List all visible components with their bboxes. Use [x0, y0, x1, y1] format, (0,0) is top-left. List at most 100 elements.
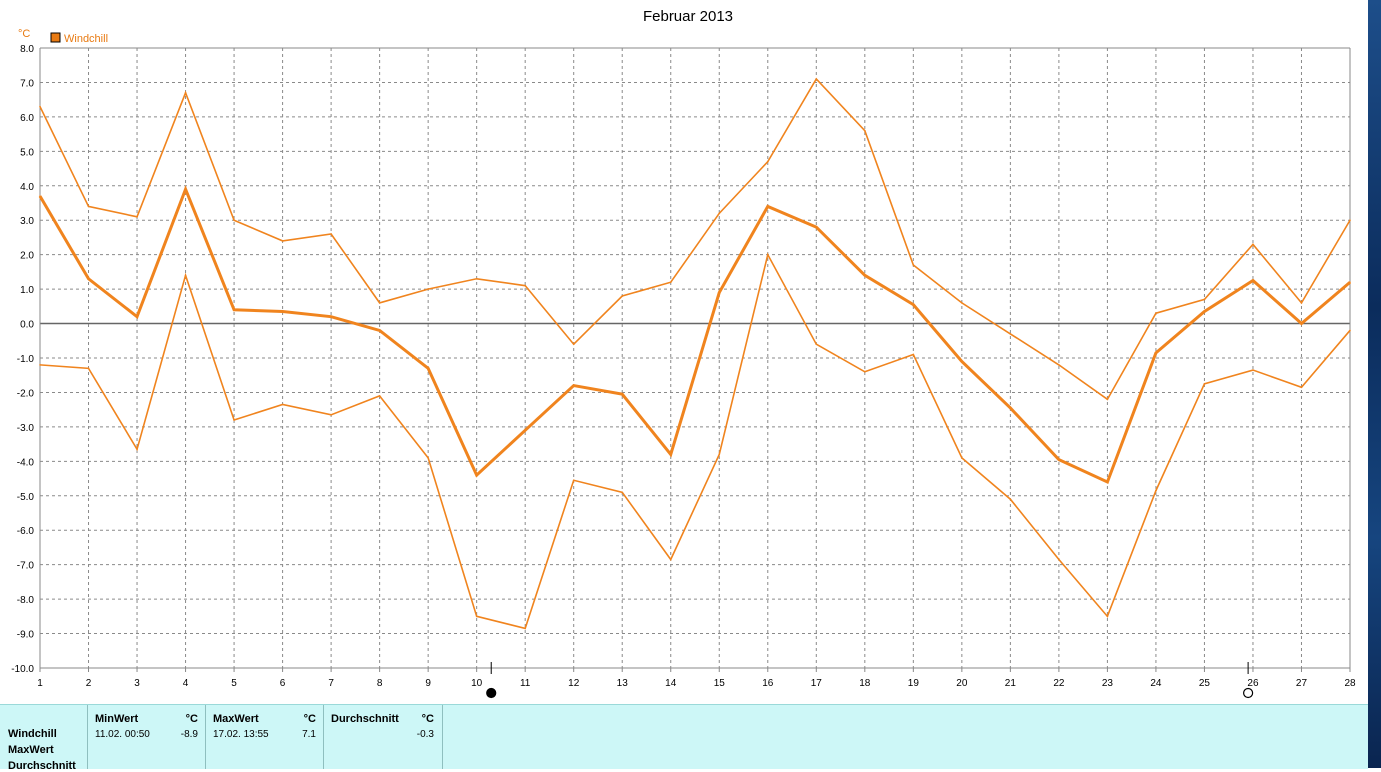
statistics-panel: Windchill MaxWert Durchschnitt MinWert °… [0, 704, 1368, 772]
data-point-max [1155, 312, 1157, 315]
data-point-avg [330, 315, 332, 318]
stats-row-durchschnitt: Durchschnitt [8, 760, 76, 772]
data-point-avg [87, 277, 90, 280]
data-point-max [864, 129, 866, 132]
data-point-avg [1349, 281, 1351, 284]
data-point-avg [136, 315, 138, 318]
data-point-max [87, 205, 90, 208]
data-point-avg [912, 303, 915, 306]
x-tick-label: 1 [37, 678, 43, 689]
x-tick-label: 26 [1247, 678, 1259, 689]
y-tick-label: -1.0 [17, 354, 35, 365]
data-point-min [766, 253, 769, 256]
x-tick-label: 7 [328, 678, 334, 689]
avg-unit: °C [421, 713, 434, 725]
x-axis-ticks: 1 2 3 4 5 6 7 8 9 10 11 12 13 14 15 16 17 18 19 20 21 22 23 24 2… [37, 668, 1356, 689]
data-point-min [961, 457, 963, 459]
data-point-min [1058, 558, 1060, 561]
y-tick-label: 1.0 [20, 285, 34, 296]
y-tick-label: 5.0 [20, 147, 34, 158]
series-line-max [39, 77, 1351, 401]
y-tick-label: 8.0 [20, 44, 34, 55]
data-point-avg [233, 308, 235, 311]
data-point-min [330, 414, 332, 416]
data-point-max [912, 264, 915, 266]
min-header: MinWert [95, 713, 139, 725]
new-moon-icon [486, 687, 497, 699]
x-tick-label: 13 [617, 678, 629, 689]
data-point-min [378, 395, 381, 397]
data-point-max [718, 212, 721, 215]
min-value: -8.9 [180, 729, 198, 740]
data-point-min [621, 491, 624, 494]
data-point-max [281, 240, 284, 242]
x-tick-label: 21 [1005, 678, 1017, 689]
data-point-max [766, 160, 769, 163]
data-point-min [572, 479, 575, 482]
data-point-min [864, 370, 866, 373]
y-axis-ticks: 8.0 7.0 6.0 5.0 4.0 3.0 2.0 1.0 0.0 -1.0 -2.0 -3.0 -… [11, 44, 34, 675]
data-point-min [233, 419, 235, 421]
data-point-avg [718, 291, 721, 294]
data-point-max [669, 281, 672, 284]
data-point-max [475, 277, 478, 280]
data-point-min [815, 343, 818, 346]
x-tick-label: 15 [714, 678, 726, 689]
avg-header: Durchschnitt [331, 713, 399, 725]
y-tick-label: 4.0 [20, 182, 34, 193]
y-tick-label: -7.0 [17, 561, 35, 572]
data-point-min [912, 353, 915, 356]
data-point-max [1349, 219, 1351, 222]
data-point-min [718, 453, 721, 456]
data-point-min [524, 627, 526, 630]
x-tick-label: 27 [1296, 678, 1308, 689]
data-point-max [1058, 364, 1060, 366]
y-tick-label: 3.0 [20, 216, 34, 227]
x-tick-label: 17 [811, 678, 823, 689]
data-point-avg [1203, 310, 1206, 313]
data-point-min [669, 558, 672, 561]
data-point-avg [1009, 407, 1012, 409]
data-point-min [427, 457, 429, 459]
data-point-min [1349, 329, 1351, 332]
data-point-max [572, 343, 575, 346]
stats-col-min: MinWert °C 11.02. 00:50 -8.9 [87, 705, 206, 769]
data-point-min [281, 403, 284, 406]
x-tick-label: 14 [665, 678, 677, 689]
max-datetime: 17.02. 13:55 [213, 729, 269, 740]
data-point-avg [815, 226, 818, 228]
x-tick-label: 16 [762, 678, 774, 689]
x-tick-label: 10 [471, 678, 483, 689]
data-point-max [184, 91, 187, 94]
x-tick-label: 2 [86, 678, 92, 689]
full-moon-icon [1243, 687, 1254, 699]
max-value: 7.1 [302, 729, 316, 740]
y-tick-label: 0.0 [20, 320, 34, 331]
x-tick-label: 4 [183, 678, 189, 689]
data-point-min [475, 615, 478, 618]
y-tick-label: -8.0 [17, 595, 35, 606]
data-point-avg [475, 474, 478, 476]
data-point-min [136, 448, 138, 451]
x-tick-label: 28 [1344, 678, 1356, 689]
x-tick-label: 24 [1150, 678, 1162, 689]
data-point-avg [427, 367, 429, 370]
data-point-min [87, 367, 90, 370]
data-point-avg [281, 310, 284, 313]
data-point-max [427, 288, 429, 290]
y-tick-label: -5.0 [17, 492, 35, 503]
x-tick-label: 8 [377, 678, 383, 689]
data-point-min [1300, 386, 1303, 389]
data-point-max [961, 302, 963, 304]
data-point-max [1009, 333, 1012, 335]
data-point-min [1203, 383, 1206, 385]
windchill-chart: Februar 2013 °C Windchill 8.0 7.0 6.0 5.0 4.… [11, 8, 1356, 699]
data-point-min [1155, 489, 1157, 492]
y-tick-label: -10.0 [11, 664, 34, 675]
y-tick-label: -6.0 [17, 526, 35, 537]
series-lines [38, 77, 1351, 630]
data-point-max [330, 233, 332, 235]
data-point-max [815, 78, 818, 80]
stats-row-windchill: Windchill [8, 728, 57, 740]
y-tick-label: -4.0 [17, 457, 35, 468]
